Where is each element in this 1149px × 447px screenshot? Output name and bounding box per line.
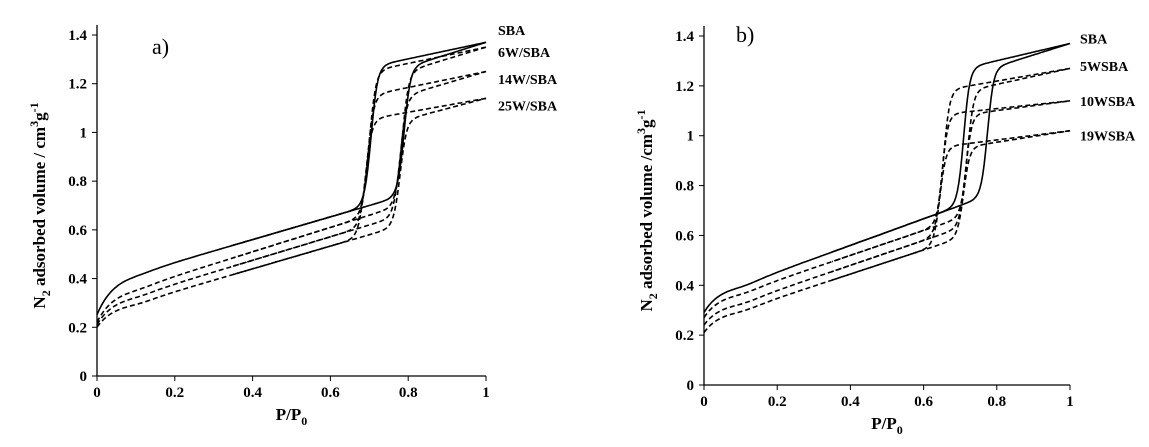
y-axis-title-g-sup: -1 xyxy=(634,110,648,120)
y-tick-label: 1.2 xyxy=(675,79,694,95)
x-axis-title: P/P0 xyxy=(276,405,308,428)
x-axis-title-main: P/P xyxy=(276,405,302,424)
x-tick-label: 0.8 xyxy=(399,385,418,401)
series-label: 19WSBA xyxy=(1080,130,1136,145)
adsorption-branch-line xyxy=(96,97,487,328)
y-tick-label: 1.2 xyxy=(68,77,87,93)
x-tick-label: 0.2 xyxy=(165,385,184,401)
y-axis-title-cm-sup: 3 xyxy=(27,121,41,127)
adsorption-branch-line xyxy=(96,46,487,323)
adsorption-branch-line xyxy=(703,100,1071,326)
y-axis-title-g: g xyxy=(30,112,49,121)
series-sba: SBA xyxy=(703,32,1108,313)
x-axis-title-main: P/P xyxy=(871,414,897,433)
y-tick-label: 0.2 xyxy=(675,328,694,344)
y-tick-label: 1 xyxy=(687,129,695,145)
y-tick-label: 0.4 xyxy=(68,272,87,288)
y-tick-label: 1 xyxy=(80,125,88,141)
adsorption-branch-line xyxy=(703,67,1071,318)
y-tick-label: 0.4 xyxy=(675,278,694,294)
panel-label: b) xyxy=(736,22,754,47)
y-tick-label: 0.6 xyxy=(68,223,87,239)
y-tick-label: 0.8 xyxy=(68,174,87,190)
y-axis-title-n-sub: 2 xyxy=(39,290,53,296)
series-label: 14W/SBA xyxy=(498,73,558,88)
series-5wsba: 5WSBA xyxy=(703,60,1129,318)
desorption-branch-line xyxy=(232,97,487,276)
x-tick-label: 0 xyxy=(93,385,101,401)
y-axis-title-n: N xyxy=(30,296,49,309)
y-tick-label: 1.4 xyxy=(675,29,694,45)
x-tick-label: 1 xyxy=(482,385,490,401)
y-tick-label: 0 xyxy=(687,378,695,394)
series-10wsba: 10WSBA xyxy=(703,95,1136,326)
x-tick-label: 0.2 xyxy=(768,394,787,410)
x-tick-label: 1 xyxy=(1066,394,1074,410)
x-tick-label: 0.4 xyxy=(841,394,860,410)
series-label: 25W/SBA xyxy=(498,100,558,115)
series-label: SBA xyxy=(1080,32,1108,47)
adsorption-branch-line xyxy=(703,42,1071,313)
x-axis-title-sub: 0 xyxy=(897,423,903,437)
series-25w-sba: 25W/SBA xyxy=(96,97,558,328)
y-axis-title-n: N xyxy=(637,298,656,311)
x-tick-label: 0.6 xyxy=(321,385,340,401)
chart-panel-b: 00.20.40.60.811.21.40 0.2 0.4 0.6 0.8 1P/P0N2… xyxy=(634,22,1136,437)
adsorption-branch-line xyxy=(96,70,487,326)
x-tick-label: 0.6 xyxy=(914,394,933,410)
series-19wsba: 19WSBA xyxy=(703,129,1136,333)
panel-label: a) xyxy=(152,34,169,59)
desorption-branch-line xyxy=(831,67,1071,263)
series-14w-sba: 14W/SBA xyxy=(96,70,558,326)
chart-panel-a: 00.20.40.60.811.21.40 0.2 0.4 0.6 0.8 1P/P0N2… xyxy=(27,24,558,428)
desorption-branch-line xyxy=(831,100,1071,273)
y-tick-label: 0.6 xyxy=(675,228,694,244)
desorption-branch-line xyxy=(232,46,487,259)
series-6w-sba: 6W/SBA xyxy=(96,46,551,323)
x-tick-label: 0.8 xyxy=(987,394,1006,410)
desorption-branch-line xyxy=(232,70,487,267)
series-label: 6W/SBA xyxy=(498,46,551,61)
series-sba: SBA xyxy=(96,24,526,316)
desorption-branch-line xyxy=(831,129,1071,281)
y-axis-title-g-sup: -1 xyxy=(27,102,41,112)
desorption-branch-line xyxy=(831,42,1071,253)
x-axis-title-sub: 0 xyxy=(301,414,307,428)
y-tick-label: 1.4 xyxy=(68,28,87,44)
y-axis-title-mid: adsorbed volume / cm xyxy=(30,127,49,290)
y-tick-label: 0 xyxy=(80,369,88,385)
series-label: 10WSBA xyxy=(1080,95,1136,110)
x-axis-title: P/P0 xyxy=(871,414,903,437)
y-axis-title-mid: adsorbed volume /cm xyxy=(637,134,656,293)
desorption-branch-line xyxy=(232,41,487,247)
series-label: SBA xyxy=(498,24,526,39)
y-axis-title: N2 adsorbed volume / cm3g-1 xyxy=(27,102,53,308)
x-tick-label: 0.4 xyxy=(243,385,262,401)
series-label: 5WSBA xyxy=(1080,60,1129,75)
x-tick-label: 0 xyxy=(700,394,708,410)
y-tick-label: 0.8 xyxy=(675,179,694,195)
y-axis-title-n-sub: 2 xyxy=(646,293,660,299)
y-axis-title-cm-sup: 3 xyxy=(634,128,648,134)
y-axis-title-g: g xyxy=(637,119,656,128)
y-tick-label: 0.2 xyxy=(68,320,87,336)
y-axis-title: N2 adsorbed volume /cm3g-1 xyxy=(634,110,660,312)
